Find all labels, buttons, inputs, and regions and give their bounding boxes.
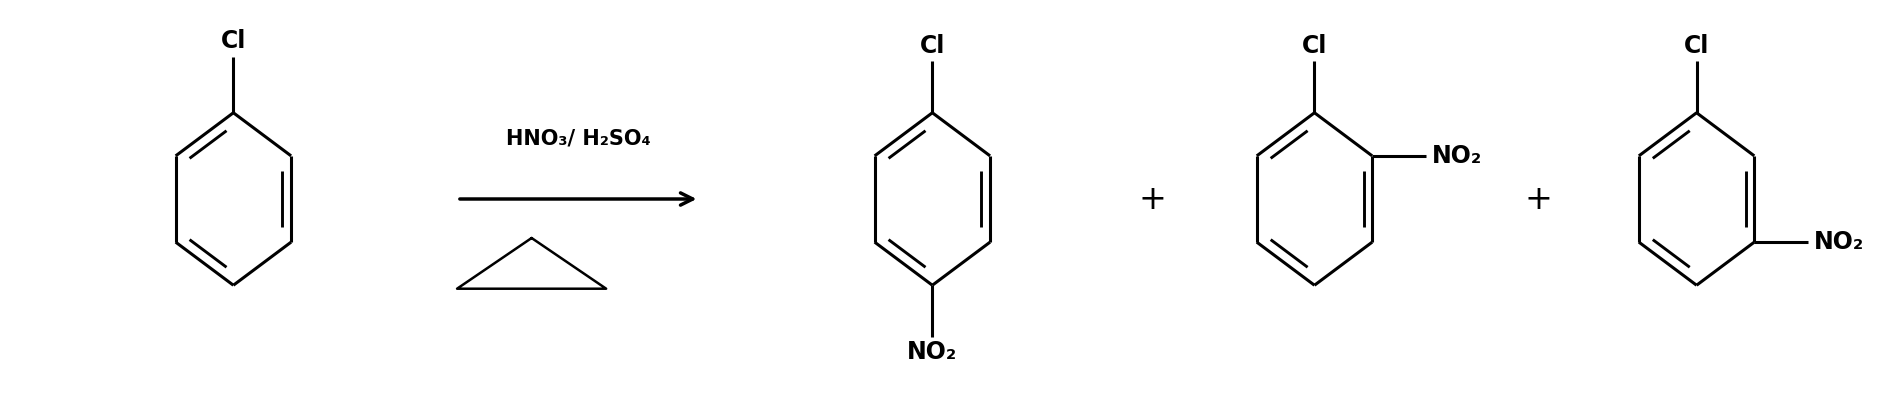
Text: NO₂: NO₂ — [1432, 144, 1482, 168]
Text: Cl: Cl — [221, 29, 245, 53]
Text: Cl: Cl — [1683, 33, 1710, 58]
Text: HNO₃/ H₂SO₄: HNO₃/ H₂SO₄ — [506, 128, 650, 148]
Text: +: + — [1524, 183, 1552, 215]
Text: +: + — [1139, 183, 1166, 215]
Text: Cl: Cl — [1301, 33, 1328, 58]
Text: Cl: Cl — [921, 33, 945, 58]
Text: NO₂: NO₂ — [1813, 230, 1864, 254]
Text: NO₂: NO₂ — [907, 340, 957, 365]
